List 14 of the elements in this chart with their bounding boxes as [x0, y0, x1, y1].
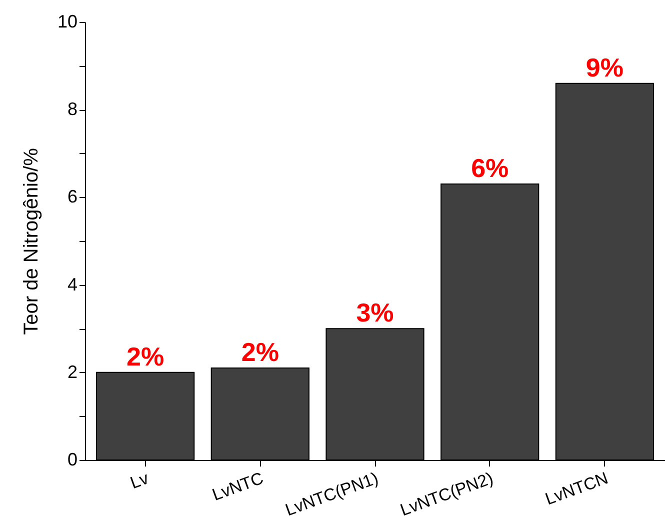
data-label: 2% [126, 341, 164, 372]
x-tick-label: LvNTC [210, 468, 266, 505]
y-axis-title: Teor de Nitrogênio/% [20, 148, 42, 335]
data-label: 3% [356, 298, 394, 328]
y-tick-label: 6 [67, 186, 78, 207]
data-label: 2% [241, 337, 279, 368]
y-tick-label: 8 [67, 99, 78, 120]
data-label: 9% [586, 52, 624, 82]
data-label: 6% [471, 153, 509, 184]
y-tick-label: 10 [57, 12, 78, 32]
x-tick-label: Lv [128, 468, 152, 493]
y-tick-label: 0 [67, 450, 78, 470]
y-tick-label: 2 [67, 362, 78, 382]
y-tick-label: 4 [67, 274, 78, 294]
